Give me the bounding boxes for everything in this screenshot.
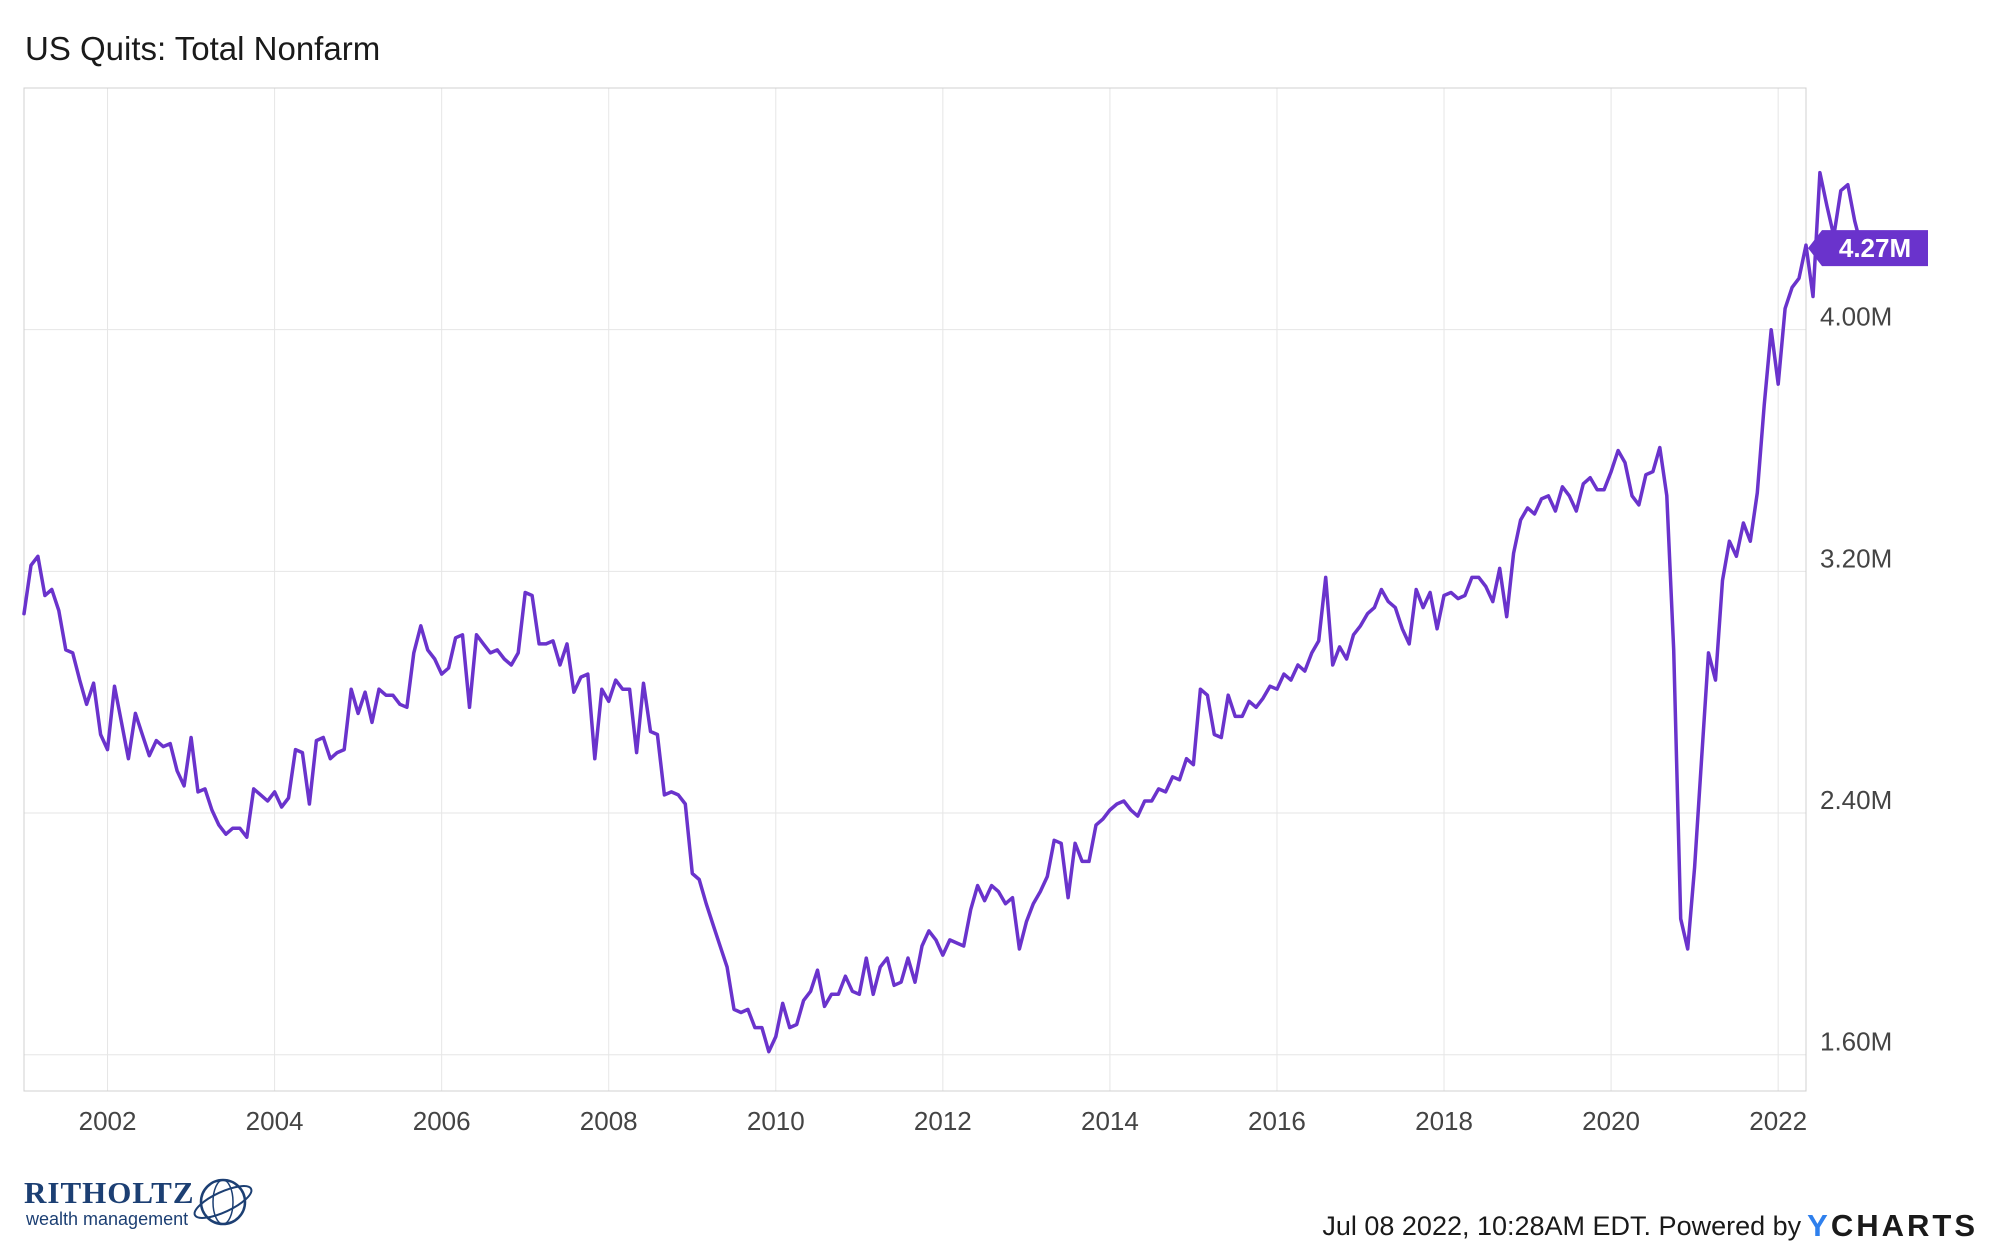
x-axis: 2002 2004 2006 2008 2010 2012 2014 2016 2018 2020…	[79, 1106, 1807, 1136]
chart-title: US Quits: Total Nonfarm	[25, 30, 381, 67]
x-tick-label: 2020	[1582, 1106, 1640, 1136]
x-tick-label: 2006	[413, 1106, 471, 1136]
last-value-badge: 4.27M	[1808, 230, 1928, 267]
series-line-us-quits[interactable]	[22, 170, 1864, 1054]
x-tick-label: 2016	[1248, 1106, 1306, 1136]
y-tick-label: 1.60M	[1820, 1027, 1892, 1057]
x-tick-label: 2002	[79, 1106, 137, 1136]
ycharts-logo-text: CHARTS	[1830, 1208, 1978, 1243]
globe-icon	[193, 1178, 253, 1226]
x-tick-label: 2008	[580, 1106, 638, 1136]
logo-subtitle: wealth management	[26, 1209, 189, 1229]
x-tick-label: 2014	[1081, 1106, 1139, 1136]
ritholtz-logo: RITHOLTZ wealth management	[24, 1175, 254, 1235]
y-axis: 1.60M 2.40M 3.20M 4.00M	[1820, 302, 1892, 1057]
footer-timestamp: Jul 08 2022, 10:28AM EDT. Powered by	[1322, 1210, 1802, 1241]
y-tick-label: 4.00M	[1820, 302, 1892, 332]
logo-name: RITHOLTZ	[24, 1175, 195, 1210]
last-value-label: 4.27M	[1839, 233, 1911, 263]
x-tick-label: 2004	[246, 1106, 304, 1136]
gridlines	[24, 88, 1806, 1091]
x-tick-label: 2010	[747, 1106, 805, 1136]
ycharts-logo-y: Y	[1807, 1208, 1831, 1243]
last-value-badge-shape	[1808, 230, 1928, 267]
y-tick-label: 2.40M	[1820, 785, 1892, 815]
footer: Jul 08 2022, 10:28AM EDT. Powered by YCH…	[1322, 1208, 1978, 1244]
plot-frame	[23, 87, 1807, 1092]
ycharts-logo: YCHARTS	[1807, 1208, 1978, 1244]
y-tick-label: 3.20M	[1820, 543, 1892, 573]
x-tick-label: 2012	[914, 1106, 972, 1136]
x-tick-label: 2018	[1415, 1106, 1473, 1136]
x-tick-label: 2022	[1749, 1106, 1807, 1136]
